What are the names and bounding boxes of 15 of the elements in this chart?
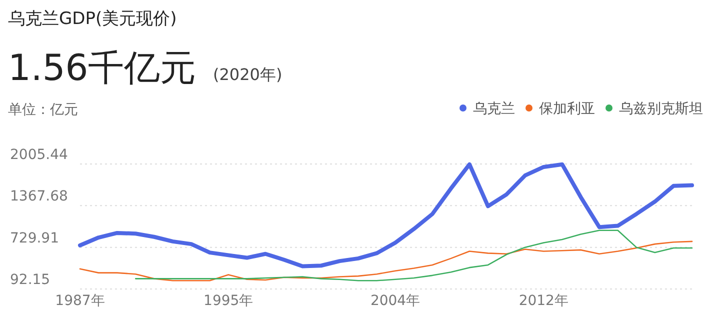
chart-title: 乌克兰GDP(美元现价) (8, 9, 177, 29)
legend-label: 保加利亚 (539, 101, 595, 117)
y-tick-label: 2005.44 (10, 147, 68, 163)
x-tick-label: 2004年 (370, 293, 420, 309)
y-tick-label: 729.91 (10, 230, 59, 246)
text: (2020年) (213, 65, 282, 84)
y-tick-label: 1367.68 (10, 188, 68, 205)
x-tick-label: 2012年 (518, 293, 568, 309)
y-tick-label: 92.15 (10, 272, 50, 288)
x-tick-label: 1987年 (55, 293, 105, 309)
y-axis-title: 单位：亿元 (8, 102, 78, 118)
legend-label: 乌兹别克斯坦 (619, 101, 703, 117)
x-tick-label: 1995年 (204, 293, 254, 309)
chart-subtitle: 1.56千亿元 (8, 48, 196, 89)
legend-label: 乌克兰 (473, 101, 515, 117)
